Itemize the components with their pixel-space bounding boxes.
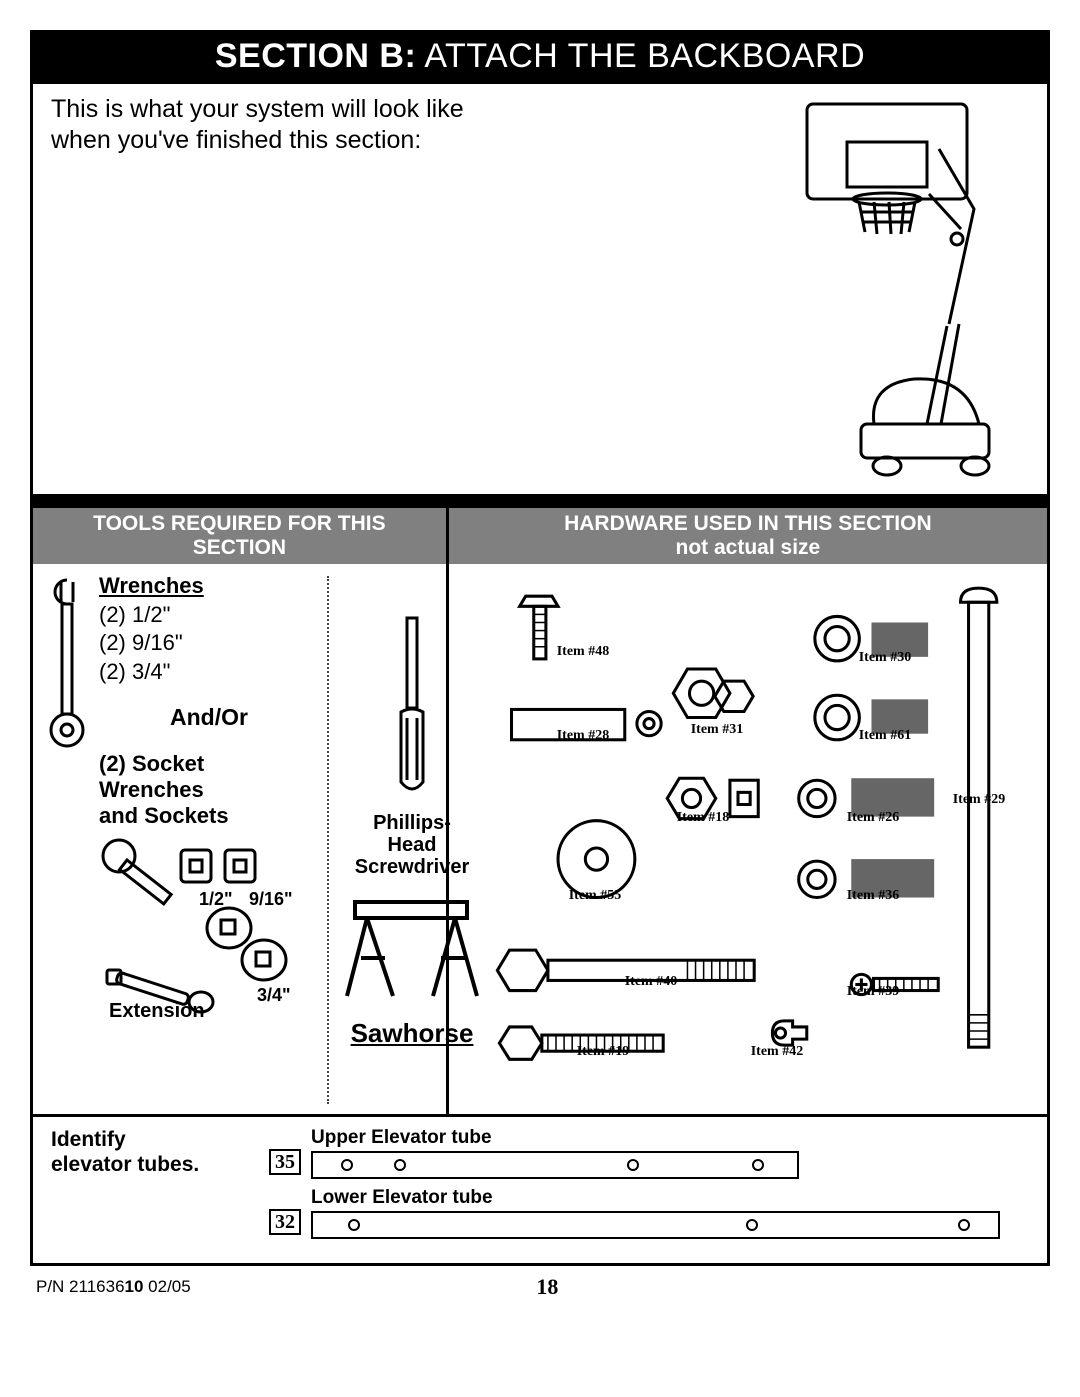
page-footer: P/N 21163610 02/05 18 <box>30 1266 1050 1300</box>
identify-label: Identify elevator tubes. <box>51 1127 251 1177</box>
section-title: ATTACH THE BACKBOARD <box>424 37 865 75</box>
intro-text: This is what your system will look like … <box>51 94 749 484</box>
elevator-tubes: 35 Upper Elevator tube 32 Low <box>269 1127 1029 1247</box>
screwdriver-icon <box>387 612 437 802</box>
wrenches-heading: Wrenches <box>99 572 319 601</box>
item-31: Item #31 <box>691 722 744 738</box>
lower-tube-illustration <box>311 1211 1000 1239</box>
item-26: Item #26 <box>847 810 900 826</box>
part-35-box: 35 <box>269 1149 301 1175</box>
item-28: Item #28 <box>557 728 610 744</box>
pn-bold: 10 <box>125 1277 144 1296</box>
item-42: Item #42 <box>751 1044 804 1060</box>
section-prefix: SECTION B: <box>215 37 416 75</box>
sockets-illustration: 1/2" 9/16" 3/4" Extension <box>99 830 319 1020</box>
tools-text-column: Wrenches (2) 1/2" (2) 9/16" (2) 3/4" And… <box>99 572 319 1108</box>
tools-header: TOOLS REQUIRED FOR THIS SECTION <box>33 508 449 564</box>
hw-header-l2: not actual size <box>455 536 1041 560</box>
upper-tube-label: Upper Elevator tube <box>311 1127 1029 1149</box>
part-number: P/N 21163610 02/05 <box>36 1277 191 1297</box>
subheader-row: TOOLS REQUIRED FOR THIS SECTION HARDWARE… <box>33 508 1047 564</box>
intro-row: This is what your system will look like … <box>33 84 1047 494</box>
hw-header-l1: HARDWARE USED IN THIS SECTION <box>455 512 1041 536</box>
lower-tube-row: 32 Lower Elevator tube <box>269 1187 1029 1239</box>
tools-header-l1: TOOLS REQUIRED FOR THIS <box>39 512 440 536</box>
item-36: Item #36 <box>847 888 900 904</box>
extension-label: Extension <box>109 998 205 1024</box>
socket-block: (2) Socket Wrenches and Sockets <box>99 751 319 830</box>
item-29: Item #29 <box>953 792 1006 808</box>
item-30: Item #30 <box>859 650 912 666</box>
socket-l3: and Sockets <box>99 803 319 829</box>
basketball-hoop-illustration <box>749 94 1029 484</box>
pn-prefix: P/N 211636 <box>36 1277 125 1296</box>
intro-line1: This is what your system will look like <box>51 94 749 125</box>
socket-l2: Wrenches <box>99 777 319 803</box>
tools-left: Wrenches (2) 1/2" (2) 9/16" (2) 3/4" And… <box>47 572 319 1108</box>
intro-line2: when you've finished this section: <box>51 125 749 156</box>
hardware-illustration <box>465 578 1031 1104</box>
item-19: Item #19 <box>577 1044 630 1060</box>
section-header: SECTION B: ATTACH THE BACKBOARD <box>33 33 1047 84</box>
pn-date: 02/05 <box>143 1277 190 1296</box>
upper-tube-illustration <box>311 1151 799 1179</box>
and-or-label: And/Or <box>99 703 319 733</box>
wrench-size-3: (2) 3/4" <box>99 658 319 687</box>
item-61: Item #61 <box>859 728 912 744</box>
hardware-panel: Item #48 Item #30 Item #28 Item #31 Item… <box>449 564 1047 1114</box>
hardware-header: HARDWARE USED IN THIS SECTION not actual… <box>449 508 1047 564</box>
item-55: Item #55 <box>569 888 622 904</box>
lower-tube-label: Lower Elevator tube <box>311 1187 1029 1209</box>
identify-l1: Identify <box>51 1127 251 1152</box>
tools-header-l2: SECTION <box>39 536 440 560</box>
page-number: 18 <box>536 1274 558 1300</box>
item-18: Item #18 <box>677 810 730 826</box>
item-40: Item #40 <box>625 974 678 990</box>
wrench-illustration <box>47 572 87 1108</box>
panels-row: Wrenches (2) 1/2" (2) 9/16" (2) 3/4" And… <box>33 564 1047 1114</box>
elevator-section: Identify elevator tubes. 35 Upper Elevat… <box>33 1114 1047 1263</box>
item-48: Item #48 <box>557 644 610 660</box>
part-32-box: 32 <box>269 1209 301 1235</box>
tools-panel: Wrenches (2) 1/2" (2) 9/16" (2) 3/4" And… <box>33 564 449 1114</box>
upper-tube-row: 35 Upper Elevator tube <box>269 1127 1029 1179</box>
dotted-divider <box>327 576 329 1104</box>
socket-size-34: 3/4" <box>257 984 291 1007</box>
divider-bar <box>33 494 1047 508</box>
item-39: Item #39 <box>847 984 900 1000</box>
socket-size-half: 1/2" <box>199 888 233 911</box>
socket-l1: (2) Socket <box>99 751 319 777</box>
wrench-icon <box>47 572 87 752</box>
hoop-icon <box>779 94 999 484</box>
identify-l2: elevator tubes. <box>51 1152 251 1177</box>
wrench-size-2: (2) 9/16" <box>99 629 319 658</box>
socket-size-916: 9/16" <box>249 888 293 911</box>
wrench-size-1: (2) 1/2" <box>99 601 319 630</box>
